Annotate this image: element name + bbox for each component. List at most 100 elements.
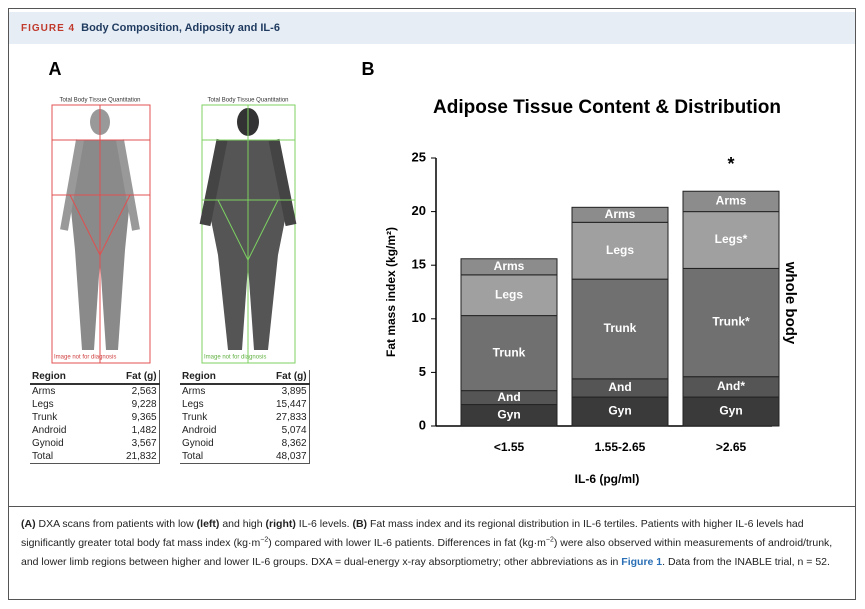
segment-label: Arms	[494, 259, 525, 273]
bar-segment	[682, 267, 780, 378]
table-row: Trunk 27,833	[180, 411, 310, 424]
table-row: Total 21,832	[30, 450, 160, 464]
x-tick-label: 1.55-2.65	[595, 440, 646, 454]
y-tick-label: 15	[412, 257, 426, 272]
caption-text: (B)	[352, 518, 368, 530]
panel-label: B	[362, 59, 375, 79]
segment-label: And*	[717, 379, 745, 393]
table-cell: 2,563	[124, 384, 160, 398]
x-axis-label: IL-6 (pg/ml)	[575, 472, 640, 486]
table-cell: Arms	[182, 386, 206, 397]
segment-label: Gyn	[608, 404, 631, 418]
table-row: Arms 3,895	[180, 384, 310, 398]
table-cell: 1,482	[124, 424, 160, 437]
table-cell: Gynoid	[32, 438, 64, 449]
bar-segment	[571, 396, 669, 427]
segment-label: Legs	[495, 287, 523, 301]
table-cell: Legs	[182, 399, 204, 410]
caption-text: IL-6 levels.	[295, 518, 353, 530]
x-tick-label: >2.65	[716, 440, 747, 454]
figure-number: FIGURE 4	[21, 23, 76, 34]
table-header: Region Fat (g)	[180, 370, 310, 385]
segment-label: Gyn	[497, 407, 520, 421]
table-cell: Legs	[32, 399, 54, 410]
caption-text: (right)	[265, 518, 296, 530]
figure-title: Body Composition, Adiposity and IL-6	[81, 22, 280, 34]
table-header: Region Fat (g)	[30, 370, 160, 385]
figure-header: FIGURE 4 Body Composition, Adiposity and …	[9, 12, 855, 44]
y-tick-label: 10	[412, 310, 426, 325]
table-cell: Gynoid	[182, 438, 214, 449]
table-row: Legs 9,228	[30, 398, 160, 411]
dxa-scan: Total Body Tissue Quantitation Image not…	[199, 98, 297, 364]
scan-label: Image not for diagnosis	[54, 355, 116, 361]
significance-mark: *	[727, 154, 734, 174]
caption-text: DXA scans from patients with low	[35, 518, 197, 530]
table-cell: Trunk	[32, 412, 58, 423]
bar-segment	[682, 211, 780, 269]
table-cell: 3,895	[274, 384, 310, 398]
bar-segment	[571, 278, 669, 380]
table-row: Gynoid 8,362	[180, 437, 310, 450]
bar-segment	[460, 274, 558, 317]
table-row: Total 48,037	[180, 450, 310, 464]
bar-segment	[460, 258, 558, 276]
table-row: Arms 2,563	[30, 384, 160, 398]
segment-label: Legs	[606, 243, 634, 257]
bar-segment	[571, 206, 669, 223]
segment-label: Arms	[605, 207, 636, 221]
table-cell: 21,832	[124, 450, 160, 464]
caption-text: . Data from the INABLE trial, n = 52.	[662, 556, 830, 568]
header-cell: Region	[30, 370, 124, 385]
table-cell: 15,447	[274, 398, 310, 411]
scan-label: Total Body Tissue Quantitation	[59, 98, 140, 104]
segment-label: Legs*	[715, 232, 748, 246]
caption-text: −2	[545, 536, 554, 544]
table-cell: Trunk	[182, 412, 208, 423]
table-cell: 9,365	[124, 411, 160, 424]
caption-text: ) compared with lower IL-6 patients. Dif…	[268, 537, 546, 549]
figure-graphics: A Total Body Tissue Quantitation Image n…	[49, 59, 800, 486]
caption-text: ) were also observed within measurements…	[21, 537, 833, 568]
table-cell: Android	[32, 425, 67, 436]
panel-label: A	[49, 59, 62, 79]
bar-segment	[682, 190, 780, 213]
caption-text: (left)	[196, 518, 220, 530]
y-tick-label: 25	[412, 149, 426, 164]
segment-label: Trunk*	[712, 315, 750, 329]
caption-text: and high	[219, 518, 266, 530]
table-row: Gynoid 3,567	[30, 437, 160, 450]
x-tick-label: <1.55	[494, 440, 525, 454]
scan-label: Total Body Tissue Quantitation	[207, 98, 288, 104]
table-row: Legs 15,447	[180, 398, 310, 411]
table-cell: 8,362	[274, 437, 310, 450]
segment-label: Trunk	[604, 321, 637, 335]
table-cell: 3,567	[124, 437, 160, 450]
table-cell: Android	[182, 425, 217, 436]
fat-table: Region Fat (g) Arms 3,895 Legs 15,447 Trunk 27,…	[180, 370, 310, 464]
caption-link[interactable]: Figure 1	[621, 556, 663, 568]
table-cell: 48,037	[274, 450, 310, 464]
y-tick-label: 5	[419, 364, 426, 379]
segment-label: Arms	[716, 194, 747, 208]
chart-title: Adipose Tissue Content & Distribution	[433, 97, 781, 118]
caption-text: (A)	[21, 518, 36, 530]
table-cell: 5,074	[274, 424, 310, 437]
y-tick-label: 0	[419, 417, 426, 432]
segment-label: And	[608, 380, 631, 394]
table-cell: 27,833	[274, 411, 310, 424]
fat-table: Region Fat (g) Arms 2,563 Legs 9,228 Trunk 9,36…	[30, 370, 160, 464]
y-axis-label: Fat mass index (kg/m²)	[384, 227, 398, 357]
bracket-label: whole body	[782, 261, 799, 345]
y-tick-label: 20	[412, 203, 426, 218]
header-cell: Region	[180, 370, 274, 385]
caption-text: Fat mass index and its regional distribu…	[21, 518, 804, 549]
table-cell: Total	[30, 450, 124, 464]
table-cell: Arms	[32, 386, 56, 397]
bar-segment	[460, 315, 558, 392]
figure-frame	[8, 8, 856, 600]
bar-segment	[682, 396, 780, 427]
table-row: Android 1,482	[30, 424, 160, 437]
scan-label: Image not for diagnosis	[204, 355, 266, 361]
